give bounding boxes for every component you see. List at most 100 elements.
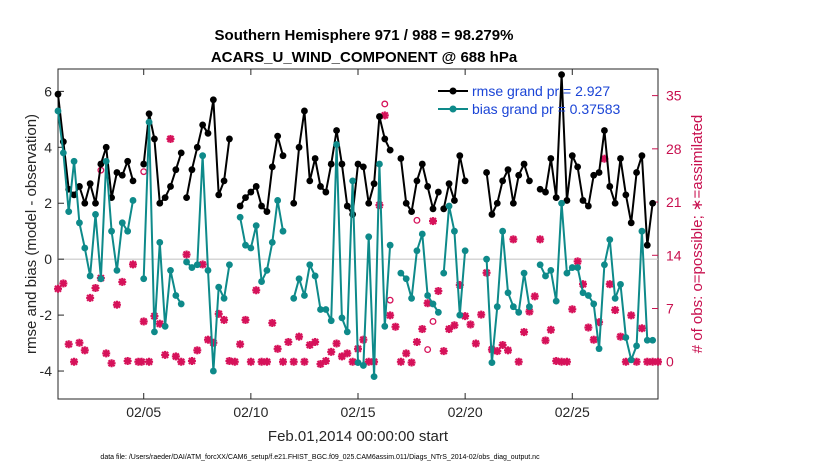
obs-assimilated-marker	[407, 358, 416, 367]
obs-assimilated-marker	[514, 357, 523, 366]
obs-assimilated-stroke	[547, 326, 555, 334]
series-point	[199, 121, 207, 129]
obs-assimilated-stroke	[654, 357, 662, 366]
series-point	[520, 269, 528, 277]
obs-assimilated-marker	[434, 287, 443, 296]
series-point	[590, 171, 598, 179]
series-point	[236, 213, 244, 221]
obs-assimilated-marker	[262, 357, 271, 366]
obs-assimilated-stroke	[113, 300, 121, 309]
series-point	[97, 275, 105, 283]
series-point	[258, 278, 265, 285]
obs-assimilated-stroke	[273, 345, 282, 353]
series-point	[547, 155, 555, 162]
series-point	[622, 191, 630, 199]
series-point	[413, 177, 421, 185]
series-point	[370, 373, 378, 381]
series-point	[167, 266, 174, 274]
series-point	[220, 294, 228, 302]
series-point	[359, 362, 367, 369]
series-point	[81, 244, 89, 252]
series-point	[499, 227, 507, 235]
series-point	[204, 129, 212, 137]
series-point	[617, 155, 624, 162]
series-point	[402, 275, 410, 283]
series-point	[440, 269, 448, 277]
obs-assimilated-stroke	[568, 305, 577, 314]
obs-assimilated-stroke	[252, 286, 260, 295]
obs-assimilated-stroke	[129, 260, 137, 269]
obs-assimilated-marker	[562, 357, 571, 366]
obs-assimilated-stroke	[172, 352, 180, 361]
obs-assimilated-stroke	[439, 347, 448, 355]
obs-assimilated-stroke	[70, 357, 78, 366]
obs-assimilated-stroke	[627, 311, 635, 320]
obs-assimilated-marker	[418, 325, 427, 334]
series-point	[434, 308, 442, 316]
series-point	[408, 294, 415, 302]
obs-assimilated-marker	[75, 338, 84, 347]
obs-assimilated-stroke	[402, 349, 410, 358]
obs-assimilated-marker	[327, 347, 336, 356]
obs-assimilated-stroke	[137, 357, 146, 366]
series-point	[124, 157, 132, 165]
obs-assimilated-marker	[86, 293, 95, 302]
y-tick-label: -2	[40, 307, 53, 323]
obs-assimilated-marker	[509, 235, 518, 244]
obs-assimilated-stroke	[466, 320, 475, 329]
obs-assimilated-marker	[498, 341, 507, 350]
obs-assimilated-stroke	[589, 335, 598, 344]
obs-assimilated-marker	[241, 315, 250, 324]
legend-bias-marker	[449, 105, 457, 113]
series-point	[209, 96, 217, 104]
series-point	[118, 219, 126, 227]
series-point	[397, 155, 405, 162]
obs-assimilated-marker	[182, 250, 191, 259]
obs-assimilated-marker	[300, 357, 309, 366]
series-point	[408, 208, 415, 216]
obs-assimilated-stroke	[231, 357, 239, 366]
series-point	[456, 152, 464, 160]
legend-rmse-label: rmse grand pr = 2.927	[472, 83, 610, 99]
obs-possible-marker	[381, 100, 389, 108]
series-line-segment	[539, 202, 653, 361]
series-point	[65, 208, 73, 216]
series-point	[263, 208, 271, 216]
series-point	[418, 230, 426, 238]
series-point	[558, 71, 565, 78]
series-point	[268, 238, 276, 246]
obs-assimilated-marker	[236, 340, 245, 349]
series-point	[86, 180, 94, 188]
obs-assimilated-stroke	[381, 111, 389, 120]
series-point	[279, 227, 287, 235]
series-point	[542, 272, 549, 280]
series-point	[574, 163, 582, 171]
series-point	[113, 169, 121, 176]
obs-assimilated-stroke	[156, 319, 164, 328]
data-file-footnote: data file: /Users/raeder/DAI/ATM_forcXX/…	[100, 454, 540, 461]
obs-assimilated-marker	[466, 320, 475, 329]
series-point	[493, 303, 501, 311]
series-point	[633, 342, 640, 350]
obs-assimilated-marker	[530, 292, 539, 301]
obs-assimilated-stroke	[161, 351, 169, 359]
obs-assimilated-stroke	[616, 332, 625, 341]
series-point	[322, 188, 330, 196]
legend-rmse-marker	[449, 87, 457, 95]
series-point	[327, 160, 335, 168]
series-point	[381, 135, 389, 143]
obs-assimilated-marker	[54, 284, 62, 293]
obs-assimilated-marker	[225, 356, 234, 365]
series-point	[493, 199, 501, 207]
series-point	[354, 160, 362, 168]
obs-assimilated-marker	[91, 283, 100, 292]
series-point	[92, 199, 99, 207]
obs-assimilated-stroke	[477, 310, 485, 319]
y-tick-label: 4	[44, 139, 52, 155]
series-point	[579, 289, 587, 297]
series-point	[440, 205, 448, 213]
series-point	[359, 163, 367, 171]
series-point	[386, 146, 394, 154]
series-point	[617, 280, 624, 288]
series-point	[327, 317, 335, 325]
